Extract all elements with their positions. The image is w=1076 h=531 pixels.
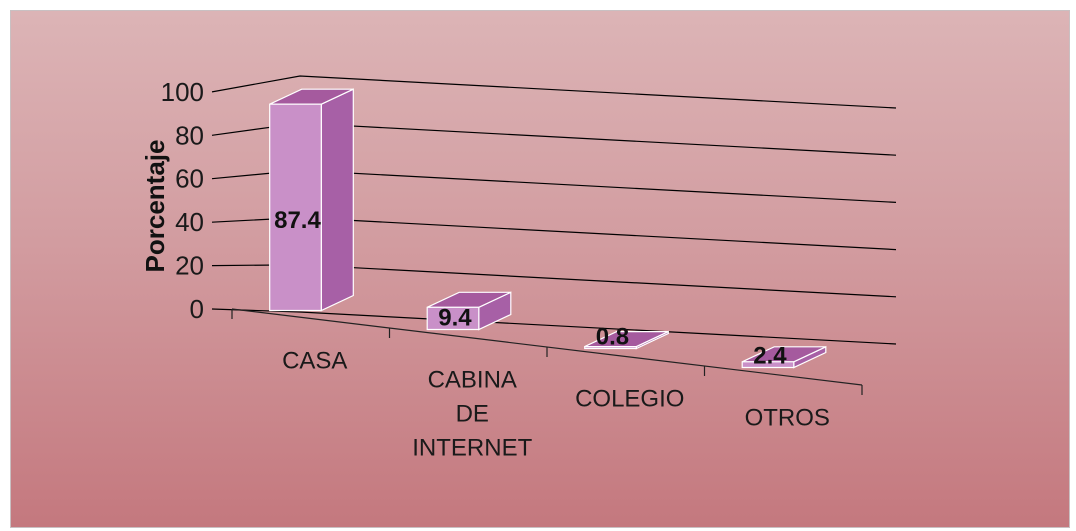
labels: 0 20 40 60 80 100 87.4 CASA 9.4 CABINA DE INTERNET 0… [140, 77, 830, 462]
x-tick-label: CASA [282, 348, 347, 375]
bar-front-face [426, 306, 480, 331]
data-label: 87.4 [274, 207, 321, 234]
y-tick-label: 100 [161, 77, 204, 107]
bar-3 [741, 345, 827, 369]
bar-side-face [320, 88, 354, 312]
x-axis [231, 308, 863, 395]
y-tick-label: 0 [190, 294, 204, 324]
y-axis-title: Porcentaje [140, 140, 170, 273]
y-tick-label: 60 [175, 164, 204, 194]
bar-front-face [741, 361, 795, 369]
data-label: 9.4 [438, 305, 472, 332]
y-tick-label: 40 [175, 207, 204, 237]
bar-2 [584, 330, 669, 350]
bars [269, 88, 827, 369]
y-tick-label: 20 [175, 251, 204, 281]
x-tick-label: COLEGIO [575, 386, 684, 413]
x-tick-label: INTERNET [412, 435, 532, 462]
x-tick-label: CABINA [428, 367, 517, 394]
data-label: 0.8 [596, 324, 629, 351]
bar-front-face [584, 346, 637, 350]
y-tick-label: 80 [175, 120, 204, 150]
x-tick-label: OTROS [745, 405, 830, 432]
gridline [211, 308, 897, 345]
bar-1 [426, 291, 512, 331]
gridline [211, 75, 897, 109]
bar-0 [269, 88, 354, 312]
data-label: 2.4 [753, 343, 787, 370]
bar-front-face [269, 103, 322, 312]
chart-area [10, 10, 1070, 528]
x-tick-label: DE [456, 401, 489, 428]
